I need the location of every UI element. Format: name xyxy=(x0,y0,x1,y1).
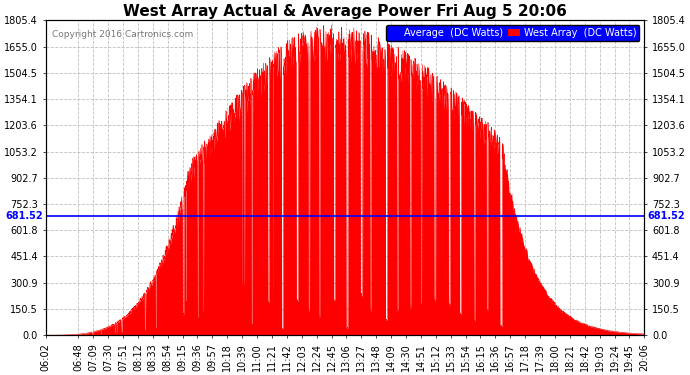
Text: 681.52: 681.52 xyxy=(6,211,43,221)
Title: West Array Actual & Average Power Fri Aug 5 20:06: West Array Actual & Average Power Fri Au… xyxy=(123,4,567,19)
Legend: Average  (DC Watts), West Array  (DC Watts): Average (DC Watts), West Array (DC Watts… xyxy=(386,25,640,41)
Text: 681.52: 681.52 xyxy=(647,211,684,221)
Text: Copyright 2016 Cartronics.com: Copyright 2016 Cartronics.com xyxy=(52,30,193,39)
